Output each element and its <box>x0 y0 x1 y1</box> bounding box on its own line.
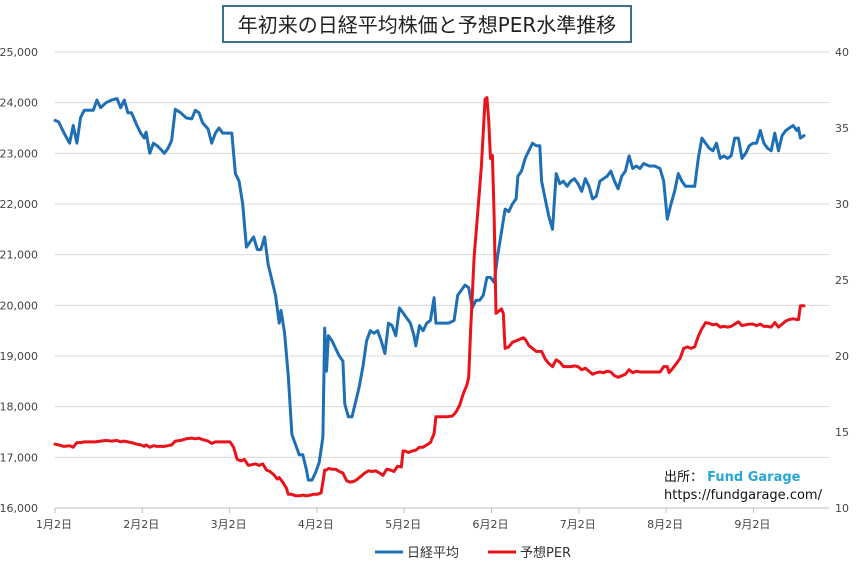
y-right-tick-label: 35 <box>835 122 849 135</box>
x-tick-label: 8月2日 <box>647 518 683 531</box>
y-right-tick-label: 30 <box>835 198 849 211</box>
source-url: https://fundgarage.com/ <box>664 488 823 503</box>
series-line-per <box>53 96 806 498</box>
y-left-tick-label: 22,000 <box>0 198 38 211</box>
y-left-tick-label: 18,000 <box>0 401 38 414</box>
y-left-tick-label: 20,000 <box>0 299 38 312</box>
y-left-tick-label: 16,000 <box>0 502 38 515</box>
gridlines <box>55 51 829 509</box>
source-name: Fund Garage <box>707 470 801 485</box>
source-prefix: 出所： <box>664 470 703 485</box>
y-left-tick-label: 17,000 <box>0 451 38 464</box>
y-left-tick-label: 23,000 <box>0 147 38 160</box>
source-label: 出所： Fund Garage <box>664 470 801 485</box>
y-left-tick-label: 25,000 <box>0 46 38 59</box>
x-tick-label: 6月2日 <box>473 518 509 531</box>
x-tick-label: 5月2日 <box>385 518 421 531</box>
legend-label: 予想PER <box>520 545 571 561</box>
x-tick-label: 3月2日 <box>211 518 247 531</box>
chart-title: 年初来の日経平均株価と予想PER水準推移 <box>238 13 617 37</box>
x-tick-label: 2月2日 <box>123 518 159 531</box>
title-box: 年初来の日経平均株価と予想PER水準推移 <box>222 5 632 43</box>
series-line-nikkei <box>53 97 806 482</box>
y-left-tick-label: 21,000 <box>0 249 38 262</box>
x-tick-label: 1月2日 <box>36 518 72 531</box>
source-note: 出所： Fund Garage https://fundgarage.com/ <box>664 470 823 503</box>
y-right-tick-label: 40 <box>835 46 849 59</box>
y-right-tick-label: 15 <box>835 426 849 439</box>
y-left-tick-label: 19,000 <box>0 350 38 363</box>
y-right-tick-label: 10 <box>835 502 849 515</box>
axes: 16,000 17,000 18,000 19,000 20,000 21,000 22,0… <box>0 46 849 531</box>
y-right-tick-label: 25 <box>835 274 849 287</box>
title-border <box>222 5 632 43</box>
x-tick-label: 9月2日 <box>734 518 770 531</box>
legend: 日経平均 予想PER <box>375 545 571 561</box>
y-right-tick-label: 20 <box>835 350 849 363</box>
series-lines <box>53 96 806 498</box>
x-tick-label: 7月2日 <box>560 518 596 531</box>
x-tick-label: 4月2日 <box>298 518 334 531</box>
y-left-tick-label: 24,000 <box>0 97 38 110</box>
legend-label: 日経平均 <box>407 546 459 561</box>
